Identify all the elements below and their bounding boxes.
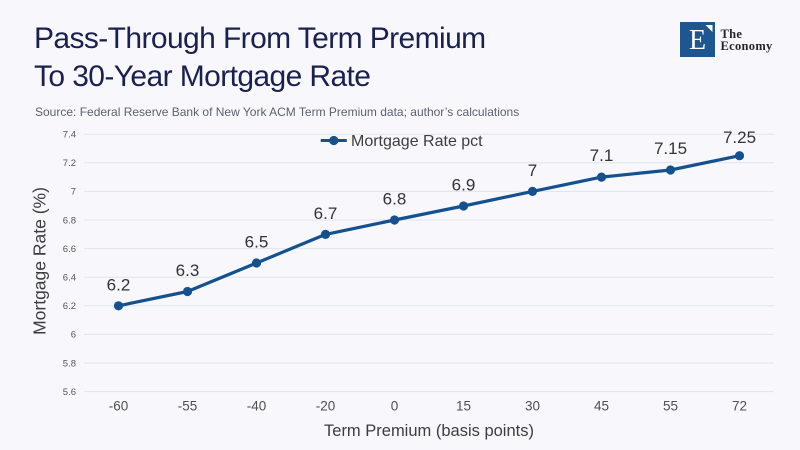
svg-text:7.15: 7.15 [654, 139, 687, 158]
svg-text:6.4: 6.4 [63, 273, 76, 284]
svg-text:6.2: 6.2 [107, 275, 131, 294]
svg-text:-60: -60 [109, 399, 129, 414]
svg-text:-40: -40 [247, 399, 267, 414]
svg-text:7: 7 [71, 187, 76, 198]
svg-text:15: 15 [456, 399, 471, 414]
svg-text:6: 6 [71, 330, 76, 341]
svg-text:5.8: 5.8 [63, 358, 76, 369]
svg-text:6.9: 6.9 [452, 176, 476, 195]
svg-text:6.8: 6.8 [63, 215, 76, 226]
svg-text:7: 7 [528, 161, 537, 180]
svg-text:55: 55 [663, 399, 678, 414]
svg-text:Term Premium (basis points): Term Premium (basis points) [324, 422, 534, 440]
svg-text:-55: -55 [178, 399, 198, 414]
svg-text:30: 30 [525, 399, 540, 414]
svg-text:7.1: 7.1 [590, 146, 614, 165]
svg-text:Mortgage Rate (%): Mortgage Rate (%) [30, 187, 50, 335]
svg-text:72: 72 [732, 399, 747, 414]
svg-text:7.4: 7.4 [63, 130, 76, 141]
svg-text:7.25: 7.25 [723, 128, 756, 147]
svg-text:0: 0 [391, 399, 399, 414]
svg-text:7.2: 7.2 [63, 158, 76, 169]
svg-text:6.2: 6.2 [63, 301, 76, 312]
svg-text:6.3: 6.3 [176, 261, 200, 280]
svg-text:6.7: 6.7 [314, 204, 338, 223]
svg-text:Mortgage Rate pct: Mortgage Rate pct [351, 133, 483, 150]
svg-text:5.6: 5.6 [63, 387, 76, 398]
svg-text:-20: -20 [316, 399, 336, 414]
svg-text:6.8: 6.8 [383, 190, 407, 209]
svg-text:6.6: 6.6 [63, 244, 76, 255]
svg-text:45: 45 [594, 399, 609, 414]
svg-text:6.5: 6.5 [245, 233, 269, 252]
